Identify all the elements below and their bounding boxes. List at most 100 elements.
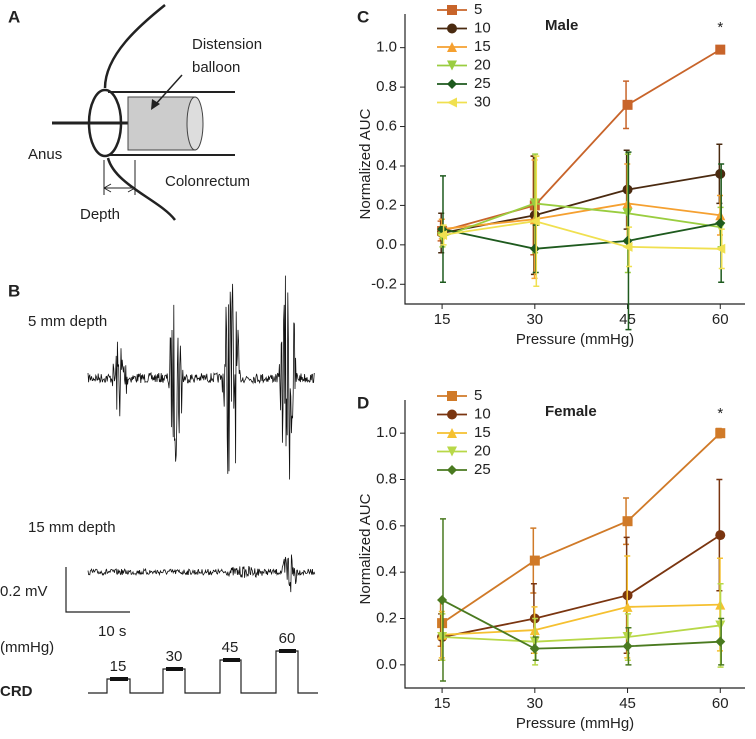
marker (529, 636, 540, 647)
y-tick-label: 1.0 (376, 39, 397, 56)
marker (715, 530, 726, 541)
anus-outline (103, 4, 176, 221)
legend-marker (447, 5, 457, 15)
arrow (154, 74, 183, 106)
step-label: 60 (279, 630, 296, 647)
series-line (441, 220, 721, 250)
depth-arrow (103, 183, 136, 193)
label: balloon (192, 59, 240, 76)
label: 15 mm depth (28, 519, 116, 536)
legend-label: 30 (474, 93, 491, 110)
marker (715, 620, 726, 631)
step-label: 45 (222, 639, 239, 656)
x-tick-label: 60 (712, 695, 729, 712)
y-tick-label: 0.0 (376, 656, 397, 673)
marker (715, 243, 726, 254)
marker (437, 229, 448, 240)
x-tick-label: 45 (619, 695, 636, 712)
series-line (441, 202, 721, 238)
legend-label: 5 (474, 387, 482, 404)
marker (529, 555, 540, 566)
y-tick-label: 0.8 (376, 470, 397, 487)
legend-marker (447, 60, 457, 71)
label: CRD (0, 683, 33, 700)
label: 5 mm depth (28, 313, 107, 330)
legend-label: 15 (474, 38, 491, 55)
x-tick-label: 30 (526, 695, 543, 712)
y-tick-label: 0.4 (376, 157, 397, 174)
annotation: * (717, 405, 723, 422)
panel-label: D (357, 393, 369, 412)
legend-label: 10 (474, 405, 491, 422)
legend-marker (447, 97, 457, 108)
series-line (441, 202, 721, 230)
x-tick-label: 60 (712, 311, 729, 328)
legend-label: 25 (474, 461, 491, 478)
panel-a: A Distension balloon Anus Colonrectum De… (8, 4, 262, 223)
panel-label: C (357, 7, 369, 26)
legend-marker (447, 42, 457, 52)
marker (529, 198, 540, 209)
x-axis-label: Pressure (mmHg) (516, 331, 634, 348)
chart-title: Female (545, 403, 597, 420)
nerve-trace (87, 554, 316, 593)
legend-marker (447, 446, 457, 457)
legend-marker (447, 465, 457, 475)
y-axis-label: Normalized AUC (357, 493, 374, 604)
y-tick-label: 0.6 (376, 118, 397, 135)
y-tick-label: 1.0 (376, 424, 397, 441)
y-axis-label: Normalized AUC (357, 108, 374, 219)
marker (529, 643, 540, 654)
marker (715, 218, 726, 229)
x-axis-label: Pressure (mmHg) (516, 715, 634, 732)
x-tick-label: 15 (434, 695, 451, 712)
label: 0.2 mV (0, 583, 48, 600)
marker (622, 208, 633, 219)
axes (404, 14, 745, 305)
marker (715, 168, 726, 179)
legend-label: 15 (474, 424, 491, 441)
step-label: 15 (110, 658, 127, 675)
marker (715, 636, 726, 647)
y-tick-label: 0.2 (376, 196, 397, 213)
x-tick-label: 45 (619, 311, 636, 328)
marker (622, 601, 633, 612)
annotation: * (717, 19, 723, 36)
series-line (442, 624, 721, 643)
y-tick-label: 0.0 (376, 236, 397, 253)
legend-marker (447, 79, 457, 89)
marker (622, 99, 633, 110)
y-tick-label: 0.2 (376, 609, 397, 626)
x-tick-label: 30 (526, 311, 543, 328)
marker (529, 243, 540, 254)
label: (mmHg) (0, 639, 54, 656)
arrow-head (151, 99, 160, 110)
legend-marker (447, 23, 457, 34)
marker (529, 216, 540, 227)
marker (715, 428, 726, 439)
legend-label: 10 (474, 19, 491, 36)
marker (715, 44, 726, 55)
label: Colonrectum (165, 173, 250, 190)
label: Distension (192, 36, 262, 53)
step-label: 30 (166, 648, 183, 665)
x-tick-label: 15 (434, 311, 451, 328)
panel-label: B (8, 281, 20, 300)
label: 10 s (98, 623, 126, 640)
y-tick-label: 0.4 (376, 563, 397, 580)
series-line (442, 603, 721, 636)
y-tick-label: -0.2 (371, 275, 397, 292)
y-tick-label: 0.6 (376, 517, 397, 534)
marker (622, 632, 633, 643)
legend-label: 20 (474, 56, 491, 73)
marker (622, 641, 633, 652)
crd-bar (110, 649, 296, 681)
marker (437, 632, 448, 643)
panel-b: B 5 mm depth 15 mm depth 0.2 mV 10 s (mm… (0, 281, 318, 700)
panel-label: A (8, 7, 20, 26)
balloon-end (186, 96, 204, 151)
series-line (441, 599, 721, 650)
balloon (127, 96, 196, 151)
axes (404, 400, 745, 689)
